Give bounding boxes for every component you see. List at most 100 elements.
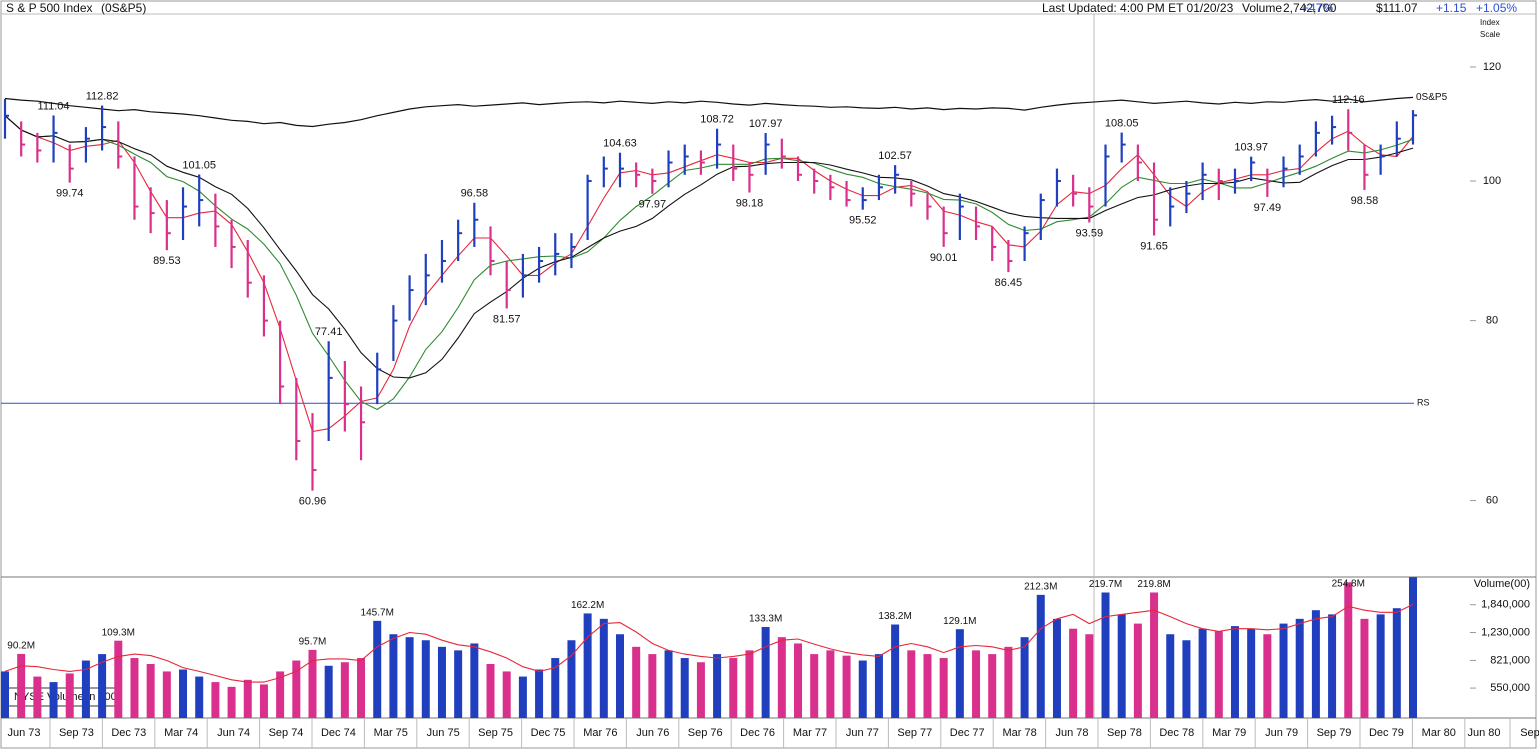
volume-bar xyxy=(632,646,641,718)
price-annotation: 90.01 xyxy=(930,252,958,264)
x-tick-label: Dec 78 xyxy=(1159,727,1194,739)
volume-bar xyxy=(1052,618,1061,718)
volume-bar xyxy=(1214,631,1223,718)
volume-bar xyxy=(1376,614,1385,718)
rs-label: RS xyxy=(1417,398,1430,408)
x-tick-label: Jun 76 xyxy=(636,727,669,739)
volume-bar xyxy=(648,654,657,718)
price-annotation: 98.58 xyxy=(1351,195,1379,207)
rs-line-name: 0S&P5 xyxy=(1416,92,1448,103)
volume-bar xyxy=(1311,610,1320,718)
volume-bar xyxy=(1247,628,1256,718)
volume-bar xyxy=(599,618,608,718)
volume-bar xyxy=(1,671,9,718)
volume: 2,742,700 xyxy=(1283,1,1337,15)
volume-bar xyxy=(696,662,705,718)
volume-bar xyxy=(211,682,220,718)
price-annotation: 97.49 xyxy=(1254,202,1282,214)
price: $111.07 xyxy=(1376,1,1418,15)
y-tick-label: 821,000 xyxy=(1490,654,1530,666)
price-annotation: 86.45 xyxy=(995,277,1023,289)
volume-bar xyxy=(454,650,463,718)
volume-label: 95.7M xyxy=(299,637,327,648)
volume-bar xyxy=(1360,618,1369,718)
volume-bar xyxy=(972,650,981,718)
volume-bar xyxy=(1020,637,1029,718)
price-annotation: 107.97 xyxy=(749,118,783,130)
volume-bar xyxy=(955,629,964,718)
volume-bar xyxy=(761,626,770,718)
volume-bar xyxy=(567,640,576,718)
x-tick-label: Jun 78 xyxy=(1055,727,1088,739)
volume-bar xyxy=(664,650,673,718)
x-tick-label: Jun 74 xyxy=(217,727,250,739)
volume-bar xyxy=(340,662,349,718)
volume-bar xyxy=(1279,623,1288,718)
volume-bar xyxy=(842,655,851,718)
volume-bar xyxy=(308,649,317,718)
volume-bar xyxy=(891,624,900,718)
volume-bar xyxy=(195,676,204,718)
volume-label: 109.3M xyxy=(102,627,135,638)
x-tick-label: Dec 76 xyxy=(740,727,775,739)
volume-bar xyxy=(324,665,333,718)
x-tick-label: Jun 75 xyxy=(427,727,460,739)
x-tick-label: Dec 73 xyxy=(111,727,146,739)
price-annotation: 112.82 xyxy=(86,90,119,102)
volume-bar xyxy=(389,634,398,718)
x-tick-label: Jun 73 xyxy=(7,727,40,739)
volume-label: 162.2M xyxy=(571,600,604,611)
volume-bar xyxy=(259,684,268,718)
volume-bar xyxy=(615,634,624,718)
volume-bar xyxy=(729,658,738,718)
volume-bar xyxy=(1328,614,1337,718)
volume-bar xyxy=(17,653,26,718)
x-tick-label: Sep 77 xyxy=(897,727,932,739)
x-tick-label: Mar 79 xyxy=(1212,727,1246,739)
x-tick-label: Jun 80 xyxy=(1467,727,1500,739)
volume-bar xyxy=(1263,634,1272,718)
volume-bar xyxy=(1344,582,1353,718)
volume-bar xyxy=(1036,594,1045,718)
price-annotation: 96.58 xyxy=(461,188,489,200)
volume-bar xyxy=(535,669,544,718)
volume-bar xyxy=(33,676,42,718)
rs-line xyxy=(4,96,1414,128)
volume-bar xyxy=(1069,628,1078,718)
axis-note: Scale xyxy=(1480,30,1501,39)
x-tick-label: Mar 76 xyxy=(583,727,617,739)
volume-bar xyxy=(1182,640,1191,718)
change: +1.15 xyxy=(1436,1,1467,15)
volume-label: 90.2M xyxy=(7,641,35,652)
y-tick-label: 80 xyxy=(1486,315,1498,327)
volume-change: +47% xyxy=(1302,1,1333,15)
y-tick-label: 1,840,000 xyxy=(1481,599,1530,611)
volume-bar xyxy=(276,671,285,718)
volume-bar xyxy=(373,620,382,718)
volume-bar xyxy=(826,650,835,718)
price-annotation: 81.57 xyxy=(493,313,521,325)
volume-bar xyxy=(1085,634,1094,718)
volume-bar xyxy=(1230,626,1239,718)
volume-label: 145.7M xyxy=(361,607,394,618)
price-annotation: 77.41 xyxy=(315,326,343,338)
volume-bar xyxy=(130,658,139,718)
x-tick-label: Dec 79 xyxy=(1369,727,1404,739)
volume-bar xyxy=(1166,634,1175,718)
x-tick-label: Sep 79 xyxy=(1317,727,1352,739)
title: S & P 500 Index xyxy=(6,1,93,15)
volume-bar xyxy=(114,640,123,718)
volume-bar xyxy=(939,658,948,718)
y-tick-label: 1,230,000 xyxy=(1481,626,1530,638)
volume-label: 138.2M xyxy=(878,611,911,622)
volume-label: 219.7M xyxy=(1089,579,1122,590)
volume-average xyxy=(4,603,1414,683)
volume-bar xyxy=(1004,646,1013,718)
x-tick-label: Sep xyxy=(1520,727,1539,739)
volume-bar xyxy=(470,643,479,718)
volume-bar xyxy=(1101,592,1110,718)
volume-bar xyxy=(923,654,932,718)
x-tick-label: Dec 77 xyxy=(950,727,985,739)
volume-bar xyxy=(49,682,58,718)
